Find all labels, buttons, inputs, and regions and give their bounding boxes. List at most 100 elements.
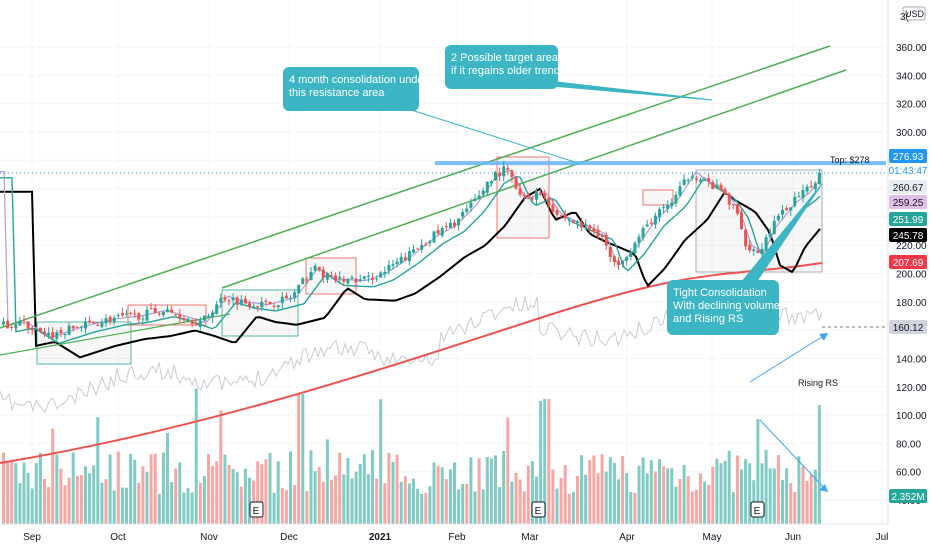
candle-body <box>596 229 600 237</box>
time-tick-label: Jun <box>785 532 801 543</box>
volume-bar <box>785 468 789 524</box>
candle-body <box>670 202 674 207</box>
volume-bar <box>489 458 493 524</box>
currency-label: USD <box>905 9 925 19</box>
volume-bar <box>596 473 600 524</box>
volume-bar <box>715 458 719 524</box>
price-tag <box>889 149 927 163</box>
candle-body <box>157 313 161 315</box>
volume-bar <box>707 484 711 524</box>
candle-body <box>6 320 10 329</box>
volume-bar <box>84 466 87 524</box>
volume-bar <box>682 465 686 524</box>
volume-bar <box>510 481 514 524</box>
volume-bar <box>580 455 584 524</box>
volume-bar <box>637 465 641 524</box>
volume-bar <box>444 479 448 524</box>
volume-bar <box>399 481 403 524</box>
candle-body <box>284 295 288 299</box>
candle-body <box>514 177 518 189</box>
price-tag-text: 01:43:47 <box>889 166 928 177</box>
candle-body <box>793 197 797 206</box>
volume-bar <box>391 461 395 524</box>
volume-bar <box>461 483 465 524</box>
volume-bar <box>120 487 124 524</box>
volume-bar <box>469 457 473 524</box>
candle-body <box>350 277 354 279</box>
price-tag <box>889 212 927 226</box>
volume-bar <box>161 452 165 524</box>
volume-bar <box>137 482 141 524</box>
candle-body <box>719 184 723 191</box>
time-axis: Sep Oct Nov Dec 2021 Feb Mar Apr May Jun Jul <box>0 523 888 543</box>
candle-body <box>469 202 473 208</box>
price-tag <box>889 163 927 177</box>
volume-bar <box>506 417 510 524</box>
candle-body <box>448 222 452 228</box>
candle-body <box>588 225 592 229</box>
volume-bar <box>428 486 432 524</box>
candle-body <box>330 275 333 277</box>
candle-body <box>748 244 752 251</box>
volume-bar <box>797 456 801 524</box>
candle-body <box>592 228 596 232</box>
candle-body <box>801 190 805 198</box>
candle-body <box>354 278 358 283</box>
candle-body <box>760 248 764 254</box>
candle-body <box>207 315 210 318</box>
volume-bar <box>809 474 813 524</box>
rising-rs-label: Rising RS <box>798 378 838 388</box>
time-tick-label: Nov <box>200 532 218 543</box>
currency-box <box>902 6 926 21</box>
candle-body <box>461 211 465 217</box>
volume-bar <box>338 452 342 524</box>
volume-bar <box>18 483 22 524</box>
ma-21-line <box>0 175 821 344</box>
candle-body <box>100 322 104 327</box>
candle-body <box>297 284 301 293</box>
volume-bar <box>92 465 96 524</box>
price-tags: 276.93 01:43:47 260.67 259.25 251.99 245.78 20… <box>889 149 928 503</box>
volume-bar <box>735 455 739 524</box>
volume-bar <box>112 490 116 524</box>
volume-bar <box>457 489 461 524</box>
candle-body <box>256 306 260 308</box>
candle-body <box>18 320 22 326</box>
candle-body <box>440 227 444 236</box>
candle-body <box>571 220 575 223</box>
resistance-label: Top: $278 <box>830 155 870 165</box>
candle-body <box>293 292 297 298</box>
volume-bar <box>789 483 793 524</box>
volume-bar <box>293 484 297 524</box>
candle-body <box>428 241 432 244</box>
price-axis-bg <box>888 0 932 550</box>
volume-bar <box>744 459 748 524</box>
candle-body <box>260 301 264 308</box>
earnings-marker <box>750 501 765 518</box>
price-tick-label: 200.00 <box>896 270 927 281</box>
volume-bar <box>801 466 805 524</box>
volume-bar <box>567 493 571 524</box>
candle-body <box>649 222 653 224</box>
price-axis: 360.00340.00320.00300.00280.00260.00240.… <box>887 0 932 550</box>
candle-body <box>494 172 497 181</box>
candle-body <box>63 334 67 336</box>
price-tick-label: 320.00 <box>896 100 927 111</box>
candle-body <box>764 237 768 251</box>
earnings-marker-label: E <box>535 506 542 517</box>
volume-bar <box>494 455 497 524</box>
candle-body <box>362 276 366 279</box>
candle-body <box>789 207 793 211</box>
volume-bar <box>63 485 67 524</box>
volume-bar <box>157 493 161 524</box>
volume-bar <box>166 432 169 524</box>
candle-body <box>325 273 329 280</box>
volume-bar <box>633 492 637 524</box>
candle-body <box>219 297 223 303</box>
price-tick-label: 340.00 <box>896 71 927 82</box>
volume-bar <box>641 457 645 524</box>
candle-body <box>444 226 448 228</box>
time-tick-label: Apr <box>619 532 635 543</box>
volume-bar <box>383 483 387 524</box>
